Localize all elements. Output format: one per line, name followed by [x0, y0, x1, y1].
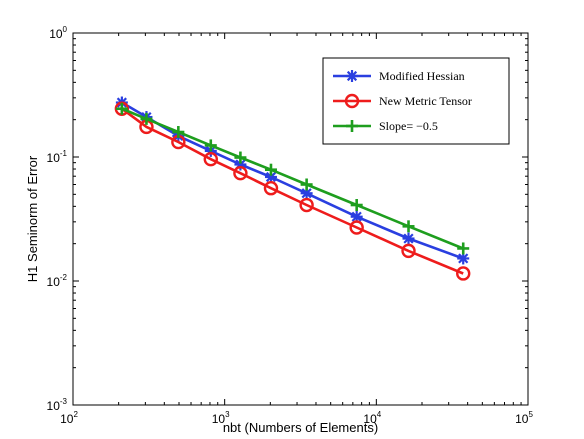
data-point [140, 112, 153, 125]
y-tick-label: 10-1 [47, 149, 68, 165]
x-tick-label: 103 [212, 410, 230, 426]
data-point [402, 220, 415, 233]
legend-marker [344, 93, 360, 109]
y-tick-label: 10-2 [47, 273, 68, 289]
data-point [263, 181, 279, 196]
legend-entry: Modified Hessian [333, 69, 465, 83]
data-point [300, 178, 313, 191]
data-point [172, 126, 185, 139]
data-point [350, 199, 363, 212]
legend-marker [346, 120, 358, 132]
data-point [402, 232, 415, 245]
x-axis-label: nbt (Numbers of Elements) [223, 420, 378, 435]
legend-entry: New Metric Tensor [333, 93, 472, 109]
data-point [264, 163, 277, 176]
data-point [349, 220, 364, 235]
data-point [203, 151, 218, 167]
legend-marker [346, 70, 358, 82]
x-tick-label: 105 [515, 410, 533, 426]
y-tick-label: 10-3 [47, 397, 68, 413]
data-point [401, 243, 416, 259]
series-2 [115, 102, 470, 255]
data-point [115, 102, 128, 115]
legend-label: Modified Hessian [379, 69, 465, 83]
legend: Modified Hessian New Metric Tensor Slope= … [322, 57, 510, 145]
data-point [204, 139, 217, 152]
legend-label: Slope= −0.5 [379, 119, 438, 133]
data-point [299, 197, 314, 213]
data-point [233, 166, 248, 181]
y-axis-label: H1 Seminorm of Error [25, 155, 40, 282]
data-point [350, 210, 363, 223]
series-layer [114, 96, 471, 281]
data-point [456, 266, 471, 281]
y-tick-label: 100 [49, 25, 67, 41]
series-line [121, 107, 464, 275]
data-point [457, 242, 470, 255]
x-tick-label: 102 [60, 410, 78, 426]
series-line [121, 107, 464, 250]
axis-ticks: 102 103 104 105 100 10-1 10-2 10-3 [47, 25, 534, 426]
x-tick-label: 104 [363, 410, 381, 426]
legend-entry: Slope= −0.5 [333, 119, 438, 133]
legend-label: New Metric Tensor [379, 94, 472, 108]
data-point [234, 151, 247, 164]
